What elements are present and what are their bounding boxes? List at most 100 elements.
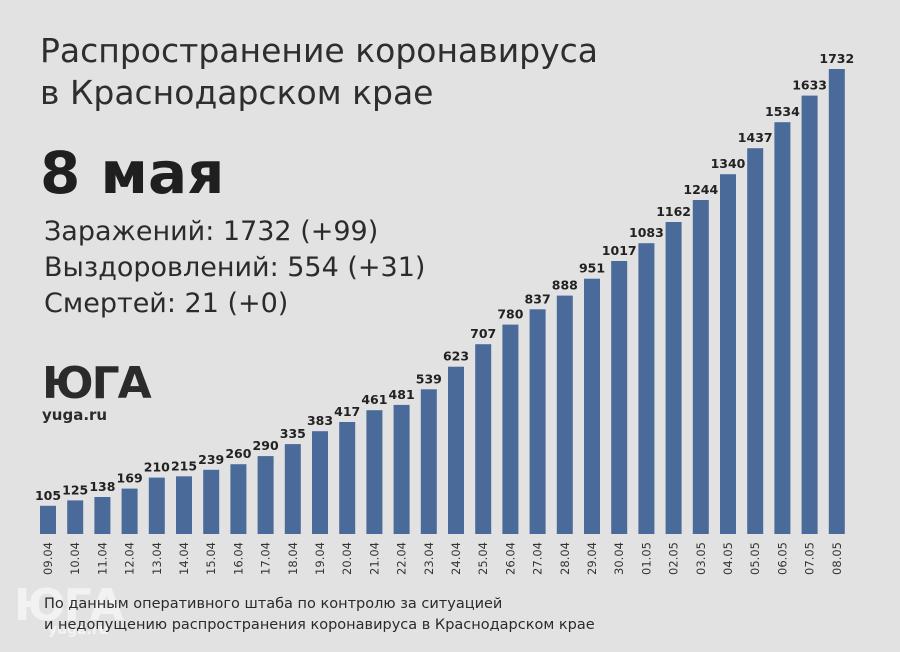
data-label-12.04: 169 [117, 471, 143, 486]
bar-07.05 [801, 95, 818, 534]
chart-title: Распространение коронавируса в Краснодар… [40, 30, 598, 114]
bar-14.04 [176, 476, 192, 534]
data-label-13.04: 210 [144, 460, 170, 475]
x-tick-30.04: 30.04 [612, 542, 626, 575]
bar-17.04 [257, 456, 274, 534]
bar-02.05 [665, 222, 682, 534]
data-label-24.04: 623 [443, 349, 469, 364]
x-tick-17.04: 17.04 [259, 542, 273, 575]
x-tick-05.05: 05.05 [748, 542, 762, 575]
watermark-logo: ЮГА [14, 580, 124, 631]
x-tick-04.05: 04.05 [721, 542, 735, 575]
x-tick-16.04: 16.04 [231, 542, 245, 575]
x-tick-23.04: 23.04 [422, 542, 436, 575]
x-tick-14.04: 14.04 [177, 542, 191, 575]
data-label-18.04: 335 [280, 426, 306, 441]
bar-12.04 [121, 488, 138, 534]
data-label-08.05: 1732 [819, 51, 854, 66]
data-label-28.04: 888 [552, 278, 578, 293]
bar-03.05 [692, 200, 709, 534]
bar-13.04 [148, 477, 165, 534]
stat-recovered: Выздоровлений: 554 (+31) [44, 252, 426, 283]
bar-27.04 [529, 309, 546, 534]
logo-mark: ЮГА [42, 358, 152, 409]
bar-23.04 [420, 389, 437, 534]
data-label-23.04: 539 [416, 371, 442, 386]
data-label-10.04: 125 [62, 482, 88, 497]
x-tick-22.04: 22.04 [395, 542, 409, 575]
data-label-01.05: 1083 [629, 225, 664, 240]
bar-20.04 [339, 422, 356, 534]
bar-26.04 [502, 324, 519, 534]
x-tick-02.05: 02.05 [667, 542, 681, 575]
bar-18.04 [284, 444, 301, 534]
bar-05.05 [747, 148, 764, 534]
x-tick-03.05: 03.05 [694, 542, 708, 575]
x-tick-18.04: 18.04 [286, 542, 300, 575]
bar-11.04 [94, 497, 111, 534]
data-label-22.04: 481 [389, 387, 415, 402]
x-tick-20.04: 20.04 [340, 542, 354, 575]
x-tick-01.05: 01.05 [639, 542, 653, 575]
x-tick-21.04: 21.04 [367, 542, 381, 575]
footnote-line-2: и недопущению распространения коронавиру… [44, 617, 595, 633]
watermark-url: yuga.ru [48, 622, 109, 638]
yuga-logo: ЮГА yuga.ru [42, 358, 152, 425]
x-tick-15.04: 15.04 [204, 542, 218, 575]
x-tick-24.04: 24.04 [449, 542, 463, 575]
bar-30.04 [611, 261, 628, 534]
data-label-29.04: 951 [579, 261, 605, 276]
data-label-17.04: 290 [253, 438, 279, 453]
bar-01.05 [638, 243, 655, 534]
x-tick-09.04: 09.04 [41, 542, 55, 575]
x-tick-28.04: 28.04 [558, 542, 572, 575]
bar-04.05 [720, 174, 736, 534]
x-tick-26.04: 26.04 [503, 542, 517, 575]
data-label-11.04: 138 [89, 479, 115, 494]
bar-16.04 [230, 464, 247, 534]
logo-url: yuga.ru [42, 406, 108, 424]
title-line-2: в Краснодарском крае [40, 73, 434, 112]
stat-deaths: Смертей: 21 (+0) [44, 288, 289, 319]
x-tick-25.04: 25.04 [476, 542, 490, 575]
data-label-03.05: 1244 [683, 182, 718, 197]
data-label-04.05: 1340 [711, 156, 746, 171]
bar-08.05 [828, 69, 845, 534]
data-label-25.04: 707 [470, 326, 496, 341]
data-label-27.04: 837 [525, 291, 551, 306]
stat-infected: Заражений: 1732 (+99) [44, 216, 379, 247]
data-label-20.04: 417 [334, 404, 360, 419]
data-label-30.04: 1017 [602, 243, 637, 258]
x-tick-13.04: 13.04 [150, 542, 164, 575]
data-label-21.04: 461 [361, 392, 387, 407]
bar-21.04 [366, 410, 383, 534]
bar-29.04 [584, 278, 600, 534]
report-date: 8 мая [40, 139, 225, 207]
bar-15.04 [203, 469, 220, 534]
x-tick-06.05: 06.05 [775, 542, 789, 575]
stats-block: Заражений: 1732 (+99) Выздоровлений: 554… [44, 214, 425, 322]
data-label-06.05: 1534 [765, 104, 800, 119]
x-tick-10.04: 10.04 [68, 542, 82, 575]
bar-22.04 [393, 404, 410, 534]
data-label-19.04: 383 [307, 413, 333, 428]
data-label-09.04: 105 [35, 488, 61, 503]
bar-06.05 [774, 122, 791, 534]
data-label-15.04: 239 [198, 452, 224, 467]
x-tick-07.05: 07.05 [803, 542, 817, 575]
footnote-line-1: По данным оперативного штаба по контролю… [44, 596, 503, 612]
source-footnote: По данным оперативного штаба по контролю… [44, 594, 595, 636]
data-label-02.05: 1162 [656, 204, 691, 219]
x-tick-11.04: 11.04 [95, 542, 109, 575]
data-label-26.04: 780 [497, 307, 523, 322]
title-line-1: Распространение коронавируса [40, 31, 599, 70]
bar-25.04 [475, 344, 492, 534]
data-label-05.05: 1437 [738, 130, 773, 145]
bar-09.04 [40, 505, 56, 534]
x-tick-27.04: 27.04 [531, 542, 545, 575]
bar-28.04 [556, 295, 573, 534]
data-label-14.04: 215 [171, 458, 197, 473]
bar-10.04 [67, 500, 84, 534]
bar-19.04 [312, 431, 328, 534]
